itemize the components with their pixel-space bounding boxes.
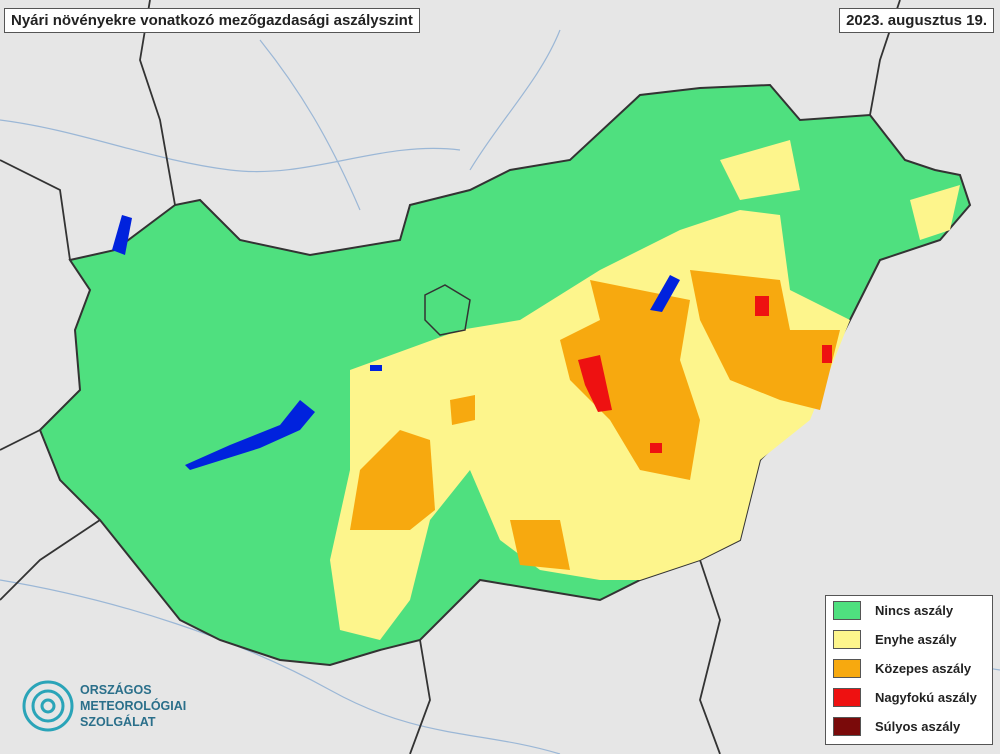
legend-label: Enyhe aszály (875, 632, 957, 647)
river (0, 579, 561, 754)
legend-swatch (833, 717, 861, 736)
border (0, 519, 101, 601)
severe-drought-areas (578, 296, 832, 453)
lake (650, 275, 680, 312)
legend-item: Közepes aszály (826, 654, 992, 683)
area (650, 443, 662, 453)
logo-text: ORSZÁGOS (80, 683, 152, 697)
area (910, 185, 960, 240)
area (755, 296, 769, 316)
logo-ring (31, 689, 65, 723)
area (350, 430, 435, 530)
legend-label: Közepes aszály (875, 661, 972, 676)
lake (370, 365, 382, 371)
logo-text: METEOROLÓGIAI (80, 699, 187, 713)
border (0, 159, 71, 261)
border (409, 639, 431, 754)
date: 2023. augusztus 19. (839, 8, 994, 33)
legend-swatch (833, 659, 861, 678)
logo-mark (22, 680, 74, 732)
logo: ORSZÁGOS METEOROLÓGIAI SZOLGÁLAT (80, 682, 186, 730)
legend-item: Súlyos aszály (826, 712, 992, 741)
budapest (424, 284, 471, 336)
legend-item: Nagyfokú aszály (826, 683, 992, 712)
legend-item: Enyhe aszály (826, 625, 992, 654)
legend-swatch (833, 601, 861, 620)
area (720, 140, 800, 200)
legend-item: Nincs aszály (826, 596, 992, 625)
area (450, 395, 475, 425)
lake (185, 400, 315, 470)
legend-label: Nagyfokú aszály (875, 690, 977, 705)
legend-swatch (833, 688, 861, 707)
river (259, 39, 361, 211)
legend-label: Nincs aszály (875, 603, 954, 618)
lake (112, 215, 132, 255)
border (0, 429, 41, 451)
area (822, 345, 832, 363)
title: Nyári növényekre vonatkozó mezőgazdasági… (4, 8, 420, 33)
lakes (112, 215, 680, 470)
border (699, 559, 721, 754)
legend-label: Súlyos aszály (875, 719, 961, 734)
logo-ring (22, 680, 74, 732)
logo-ring (40, 698, 56, 714)
area (578, 355, 612, 412)
legend-swatch (833, 630, 861, 649)
logo-text: SZOLGÁLAT (80, 715, 156, 729)
area (560, 280, 700, 480)
legend: Nincs aszály Enyhe aszály Közepes aszály Na… (825, 595, 993, 745)
moderate-drought-areas (350, 270, 840, 570)
river (469, 29, 561, 171)
river (0, 119, 461, 173)
area (690, 270, 840, 410)
area (510, 520, 570, 570)
